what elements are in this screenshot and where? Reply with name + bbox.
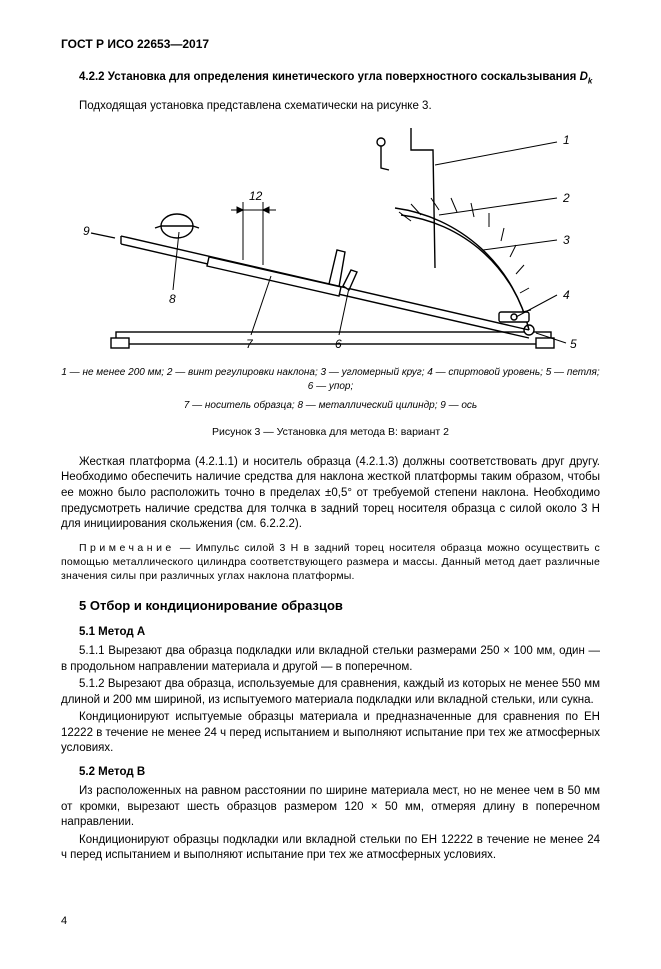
figure-3: 12 1 2 3 4 5 6 7 8 9 1 — не менее 200 мм… (61, 120, 600, 439)
c2: 2 (562, 191, 570, 205)
dim-12: 12 (249, 189, 263, 203)
symbol-D: D (580, 71, 588, 83)
c3: 3 (563, 233, 570, 247)
page: ГОСТ Р ИСО 22653—2017 4.2.2 Установка дл… (33, 36, 628, 949)
c8: 8 (169, 292, 176, 306)
method-a-title: 5.1 Метод A (61, 625, 600, 641)
method-a-p3: Кондиционируют испытуемые образцы матери… (61, 710, 600, 757)
method-a-p1: 5.1.1 Вырезают два образца подкладки или… (61, 644, 600, 675)
sec-4-2-2-title: 4.2.2 Установка для определения кинетиче… (61, 70, 600, 87)
c5: 5 (570, 337, 577, 351)
note: Примечание — Импульс силой 3 Н в задний … (61, 541, 600, 584)
c1: 1 (563, 133, 570, 147)
doc-code: ГОСТ Р ИСО 22653—2017 (61, 36, 600, 52)
page-number: 4 (61, 914, 600, 929)
para-platform: Жесткая платформа (4.2.1.1) и носитель о… (61, 455, 600, 533)
figure-legend-2: 7 — носитель образца; 8 — металлический … (61, 399, 600, 413)
note-label: Примечание (79, 542, 175, 554)
symbol-k: k (588, 76, 592, 85)
c4: 4 (563, 288, 570, 302)
figure-legend-1: 1 — не менее 200 мм; 2 — винт регулировк… (61, 366, 600, 393)
diagram-svg: 12 1 2 3 4 5 6 7 8 9 (81, 120, 581, 360)
sec-4-2-2-sub: Подходящая установка представлена схемат… (61, 99, 600, 115)
method-b-p1: Из расположенных на равном расстоянии по… (61, 784, 600, 831)
c9: 9 (83, 224, 90, 238)
method-a-p2: 5.1.2 Вырезают два образца, используемые… (61, 677, 600, 708)
figure-caption: Рисунок 3 — Установка для метода B: вари… (61, 425, 600, 439)
method-b-title: 5.2 Метод B (61, 765, 600, 781)
method-b-p2: Кондиционируют образцы подкладки или вкл… (61, 833, 600, 864)
section-5-title: 5 Отбор и кондиционирование образцов (61, 597, 600, 615)
sec-4-2-2-num: 4.2.2 Установка для определения кинетиче… (79, 71, 576, 83)
c6: 6 (335, 337, 342, 351)
